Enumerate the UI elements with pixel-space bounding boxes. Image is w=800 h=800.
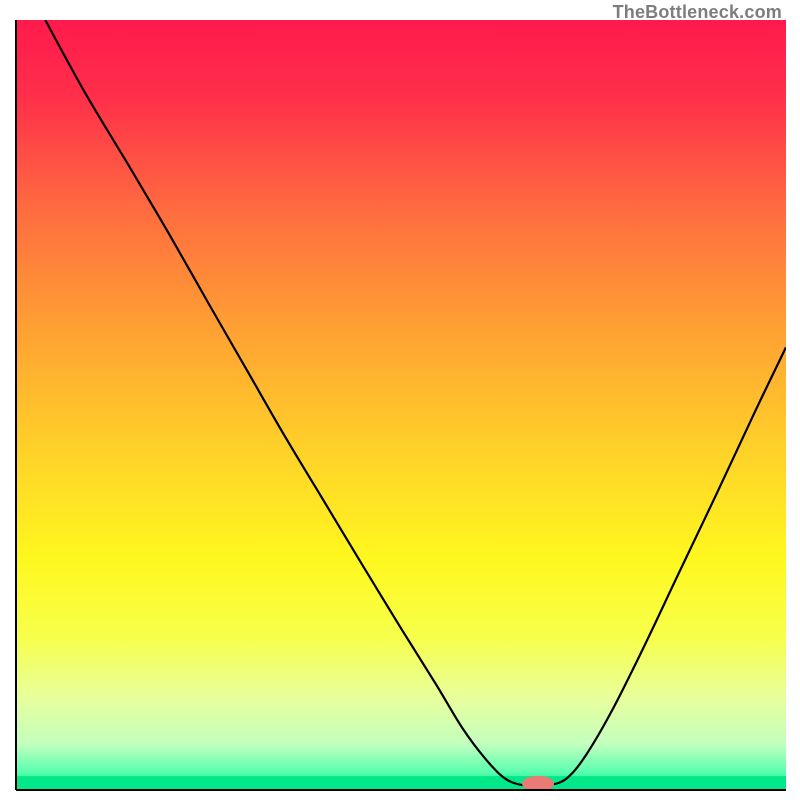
gradient-background xyxy=(16,20,786,790)
bottleneck-chart xyxy=(0,0,800,800)
green-baseline-band xyxy=(16,776,786,790)
watermark-text: TheBottleneck.com xyxy=(613,2,782,23)
